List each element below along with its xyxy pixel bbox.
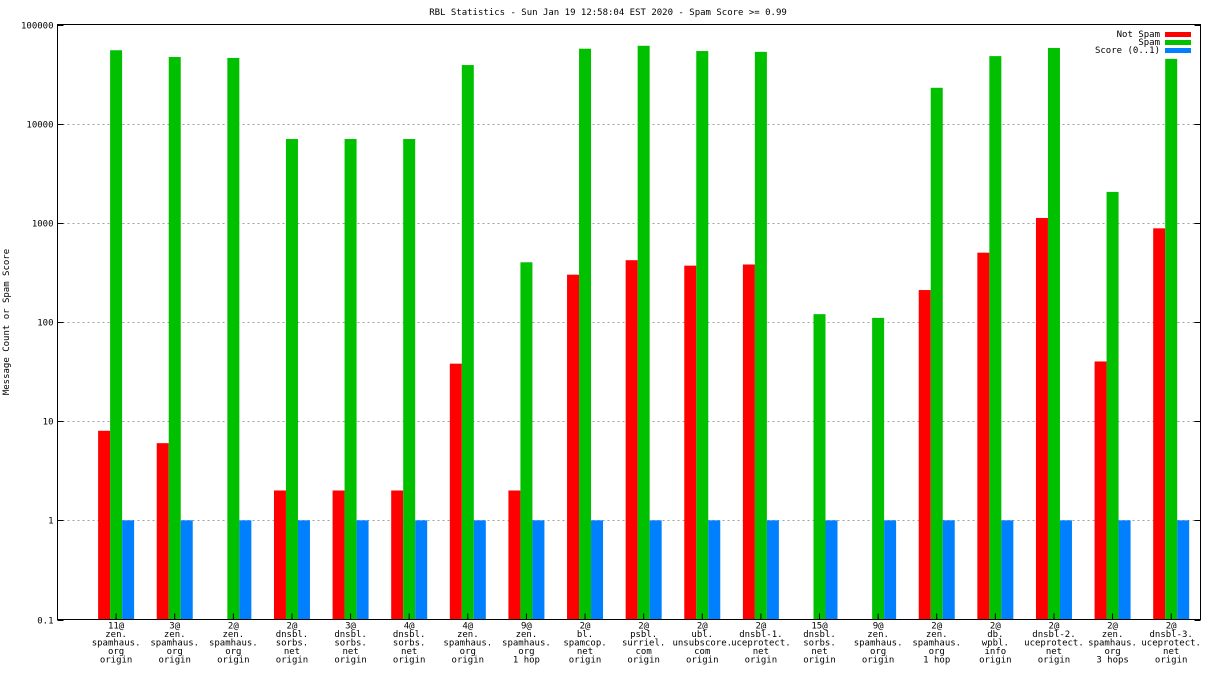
legend-label: Score (0..1) — [1095, 46, 1160, 56]
bar-score-0-1 — [884, 520, 897, 620]
legend-swatch — [1165, 48, 1191, 53]
y-axis-label: Message Count or Spam Score — [2, 249, 12, 395]
y-tick-label: 100000 — [21, 22, 54, 32]
bar-score-0-1 — [1118, 520, 1131, 620]
x-tick-label: 2@ db. wpbl. info origin — [979, 622, 1012, 666]
bar-score-0-1 — [297, 520, 310, 620]
bar-spam — [637, 45, 650, 620]
x-tick-label: 4@ zen. spamhaus. org origin — [443, 622, 492, 666]
bar-spam — [344, 139, 357, 620]
bar-score-0-1 — [1001, 520, 1014, 620]
x-tick-label: 2@ zen. spamhaus. org 1 hop — [912, 622, 961, 666]
y-tick-label: 1 — [48, 517, 53, 527]
bar-spam — [696, 51, 709, 620]
bar-spam — [813, 314, 826, 620]
x-tick-label: 9@ zen. spamhaus. org 1 hop — [502, 622, 551, 666]
x-tick-label: 9@ zen. spamhaus. org origin — [854, 622, 903, 666]
bar-spam — [1047, 47, 1060, 620]
bar-score-0-1 — [649, 520, 662, 620]
bar-not-spam — [332, 490, 345, 620]
bar-score-0-1 — [122, 520, 135, 620]
x-tick-label: 2@ dnsbl-2. uceprotect. net origin — [1024, 622, 1084, 666]
bar-not-spam — [1035, 217, 1048, 620]
y-tick-label: 0.1 — [37, 617, 53, 627]
bar-spam — [872, 317, 885, 620]
bar-score-0-1 — [532, 520, 545, 620]
bar-score-0-1 — [708, 520, 721, 620]
y-tick-label: 10000 — [26, 121, 53, 131]
bar-score-0-1 — [591, 520, 604, 620]
bar-spam — [579, 48, 592, 620]
bar-not-spam — [625, 260, 638, 620]
bar-not-spam — [273, 490, 286, 620]
x-tick-label: 3@ dnsbl. sorbs. net origin — [334, 622, 367, 666]
legend-swatch — [1165, 40, 1191, 45]
bar-not-spam — [1153, 228, 1166, 620]
bar-spam — [403, 139, 416, 620]
bar-spam — [1106, 191, 1119, 620]
bar-score-0-1 — [1177, 520, 1190, 620]
bar-score-0-1 — [942, 520, 955, 620]
bar-score-0-1 — [766, 520, 779, 620]
x-tick-label: 2@ zen. spamhaus. org 3 hops — [1088, 622, 1137, 666]
x-tick-label: 2@ dnsbl-1. uceprotect. net origin — [731, 622, 791, 666]
x-tick-label: 2@ dnsbl. sorbs. net origin — [276, 622, 309, 666]
x-tick-label: 3@ zen. spamhaus. org origin — [150, 622, 199, 666]
plot-border — [57, 24, 1201, 620]
bar-spam — [285, 139, 298, 620]
bar-spam — [227, 57, 240, 620]
y-tick-label: 1000 — [32, 220, 54, 230]
chart-title: RBL Statistics - Sun Jan 19 12:58:04 EST… — [429, 8, 787, 18]
x-tick-label: 2@ dnsbl-3. uceprotect. net origin — [1141, 622, 1201, 666]
bar-score-0-1 — [180, 520, 193, 620]
x-tick-label: 2@ ubl. unsubscore. com origin — [672, 622, 732, 666]
x-tick-label: 2@ bl. spamcop. net origin — [563, 622, 606, 666]
bars — [98, 45, 1190, 620]
bar-not-spam — [98, 430, 111, 620]
x-tick-label: 2@ psbl. surriel. com origin — [622, 622, 665, 666]
x-tick-label: 2@ zen. spamhaus. org origin — [209, 622, 258, 666]
bar-score-0-1 — [473, 520, 486, 620]
bar-spam — [930, 87, 943, 620]
y-tick-label: 100 — [37, 319, 53, 329]
y-tick-label: 10 — [43, 418, 54, 428]
bar-not-spam — [508, 490, 521, 620]
bar-spam — [989, 56, 1002, 620]
bar-not-spam — [918, 290, 931, 620]
bar-spam — [754, 51, 767, 620]
x-tick-label: 11@ zen. spamhaus. org origin — [92, 622, 141, 666]
x-tick-label: 15@ dnsbl. sorbs. net origin — [803, 622, 836, 666]
bar-spam — [520, 262, 533, 620]
bar-spam — [168, 57, 181, 620]
bar-spam — [110, 50, 123, 620]
bar-not-spam — [977, 252, 990, 620]
bar-not-spam — [156, 443, 169, 620]
bar-not-spam — [391, 490, 404, 620]
bar-score-0-1 — [239, 520, 252, 620]
bar-score-0-1 — [825, 520, 838, 620]
bar-score-0-1 — [356, 520, 369, 620]
bar-not-spam — [567, 274, 580, 620]
bar-not-spam — [1094, 361, 1107, 620]
legend-label: Spam — [1138, 38, 1160, 48]
x-tick-label: 4@ dnsbl. sorbs. net origin — [393, 622, 426, 666]
legend-label: Not Spam — [1117, 30, 1160, 40]
bar-not-spam — [449, 363, 462, 620]
bar-not-spam — [684, 265, 697, 620]
bar-score-0-1 — [415, 520, 428, 620]
bar-not-spam — [742, 264, 755, 620]
bar-score-0-1 — [1059, 520, 1072, 620]
legend-swatch — [1165, 32, 1191, 37]
bar-spam — [1165, 58, 1178, 620]
bar-spam — [461, 65, 474, 620]
y-axis-ticks: 0.1 1 10 100 1000 10000 100000 — [21, 22, 1201, 627]
